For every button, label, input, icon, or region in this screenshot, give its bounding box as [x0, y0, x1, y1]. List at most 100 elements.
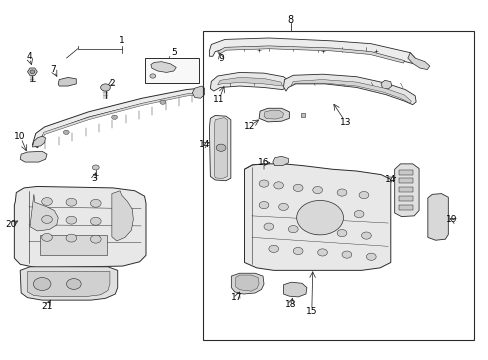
Bar	[398, 205, 412, 210]
Circle shape	[259, 202, 268, 209]
Polygon shape	[112, 191, 133, 241]
Polygon shape	[32, 88, 201, 148]
Circle shape	[101, 84, 110, 91]
Polygon shape	[264, 110, 283, 119]
Text: 10: 10	[15, 132, 26, 141]
Circle shape	[312, 186, 322, 194]
Polygon shape	[209, 116, 230, 181]
Bar	[398, 196, 412, 201]
Circle shape	[259, 180, 268, 187]
Circle shape	[66, 216, 77, 224]
Polygon shape	[259, 108, 289, 122]
Polygon shape	[427, 194, 447, 240]
Polygon shape	[244, 164, 390, 270]
Text: 13: 13	[340, 118, 351, 127]
Bar	[40, 234, 107, 255]
Text: 6: 6	[182, 71, 187, 80]
Polygon shape	[14, 186, 146, 268]
Circle shape	[273, 182, 283, 189]
Circle shape	[312, 227, 322, 234]
Circle shape	[66, 279, 81, 289]
Bar	[398, 170, 412, 175]
Text: 19: 19	[445, 215, 457, 224]
Circle shape	[327, 208, 336, 215]
Text: 5: 5	[171, 48, 177, 57]
Polygon shape	[380, 80, 391, 89]
Bar	[398, 178, 412, 183]
Circle shape	[66, 198, 77, 206]
Circle shape	[63, 130, 69, 134]
Polygon shape	[217, 46, 404, 63]
Text: 11: 11	[213, 95, 224, 104]
Circle shape	[278, 203, 288, 211]
Circle shape	[341, 251, 351, 258]
Circle shape	[303, 206, 312, 213]
Polygon shape	[20, 151, 47, 162]
Circle shape	[336, 229, 346, 237]
Polygon shape	[58, 77, 76, 86]
Text: 21: 21	[41, 302, 53, 311]
Text: 14: 14	[199, 140, 210, 149]
Text: 15: 15	[305, 307, 317, 316]
Text: 9: 9	[218, 54, 224, 63]
Circle shape	[66, 234, 77, 242]
Circle shape	[288, 226, 298, 233]
Polygon shape	[231, 273, 264, 294]
Polygon shape	[41, 93, 197, 142]
Circle shape	[90, 235, 101, 243]
Polygon shape	[235, 275, 259, 291]
Polygon shape	[27, 68, 37, 76]
Circle shape	[293, 184, 303, 192]
Circle shape	[41, 198, 52, 206]
Circle shape	[41, 216, 52, 224]
Circle shape	[268, 245, 278, 252]
Circle shape	[33, 278, 51, 291]
Circle shape	[90, 217, 101, 225]
Circle shape	[90, 199, 101, 207]
Circle shape	[296, 201, 343, 235]
Circle shape	[150, 74, 156, 78]
Polygon shape	[209, 38, 414, 63]
Text: 12: 12	[243, 122, 255, 131]
Circle shape	[160, 100, 165, 104]
Text: 14: 14	[385, 175, 396, 184]
Polygon shape	[20, 267, 118, 300]
Circle shape	[111, 115, 117, 120]
Polygon shape	[214, 118, 227, 179]
Polygon shape	[30, 194, 58, 231]
Circle shape	[317, 249, 327, 256]
Polygon shape	[192, 86, 204, 98]
Text: 1: 1	[119, 36, 124, 45]
Text: 7: 7	[50, 65, 56, 74]
Polygon shape	[217, 77, 282, 86]
Bar	[144, 58, 199, 83]
Text: 3: 3	[91, 174, 97, 183]
Polygon shape	[283, 282, 306, 297]
Circle shape	[366, 253, 375, 260]
Circle shape	[361, 232, 370, 239]
Circle shape	[216, 144, 225, 151]
Text: 2: 2	[109, 79, 115, 88]
Bar	[398, 187, 412, 192]
Circle shape	[353, 211, 363, 218]
Circle shape	[41, 233, 52, 241]
Text: 18: 18	[285, 300, 296, 309]
Text: 20: 20	[6, 220, 17, 229]
Circle shape	[293, 247, 303, 255]
Polygon shape	[210, 72, 288, 91]
Circle shape	[264, 223, 273, 230]
Polygon shape	[32, 136, 45, 147]
Circle shape	[358, 192, 368, 199]
Polygon shape	[283, 74, 415, 105]
Circle shape	[92, 165, 99, 170]
Text: 8: 8	[287, 15, 293, 26]
Polygon shape	[27, 271, 110, 297]
Polygon shape	[272, 156, 288, 166]
Text: 4: 4	[26, 52, 32, 61]
Polygon shape	[290, 80, 410, 103]
Polygon shape	[407, 53, 429, 69]
Polygon shape	[394, 164, 418, 217]
Bar	[203, 31, 473, 339]
Text: 16: 16	[258, 158, 269, 167]
Circle shape	[30, 70, 35, 73]
